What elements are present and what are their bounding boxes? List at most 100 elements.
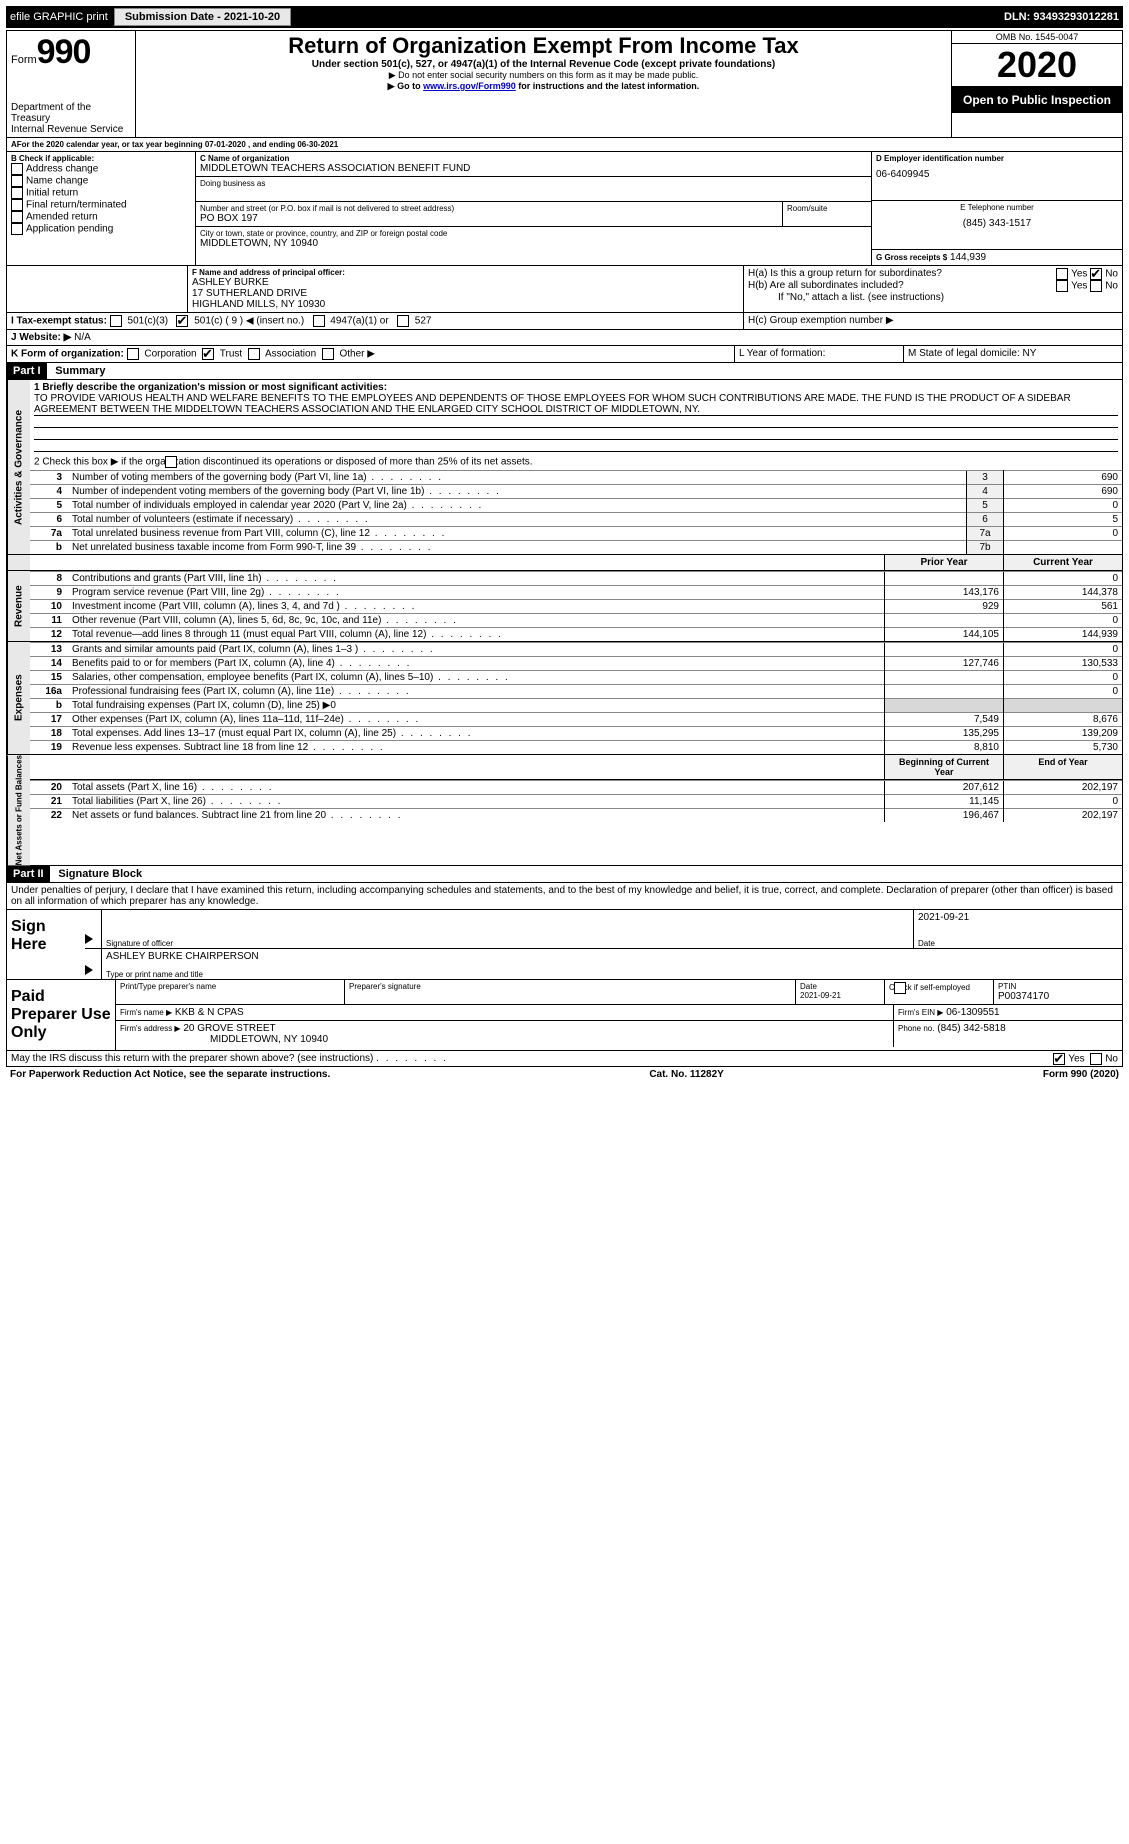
check-527[interactable] [397, 315, 409, 327]
phone-value: (845) 343-1517 [876, 218, 1118, 229]
form-subtitle: Under section 501(c), 527, or 4947(a)(1)… [142, 59, 945, 70]
check-501c[interactable] [176, 315, 188, 327]
data-row: 12 Total revenue—add lines 8 through 11 … [30, 628, 1122, 642]
addr-label: Number and street (or P.O. box if mail i… [200, 204, 778, 213]
i-label: I Tax-exempt status: [11, 316, 107, 327]
form990-link[interactable]: www.irs.gov/Form990 [423, 81, 516, 91]
hb-no[interactable] [1090, 280, 1102, 292]
city-value: MIDDLETOWN, NY 10940 [200, 238, 867, 249]
ein-value: 06-6409945 [876, 169, 1118, 180]
firm-ein: 06-1309551 [946, 1007, 999, 1018]
firm-addr1: 20 GROVE STREET [183, 1023, 275, 1034]
hb-yes[interactable] [1056, 280, 1068, 292]
check-4947[interactable] [313, 315, 325, 327]
check-self-employed[interactable] [894, 982, 906, 994]
tab-governance: Activities & Governance [7, 380, 30, 554]
ha-yes[interactable] [1056, 268, 1068, 280]
form-ref: Form 990 (2020) [1043, 1069, 1119, 1080]
f-label: F Name and address of principal officer: [192, 268, 739, 277]
f-h-row: F Name and address of principal officer:… [7, 266, 1122, 313]
firm-phone: (845) 342-5818 [937, 1023, 1005, 1034]
check-corp[interactable] [127, 348, 139, 360]
check-501c3[interactable] [110, 315, 122, 327]
k-label: K Form of organization: [11, 349, 124, 360]
check-amended-return[interactable]: Amended return [11, 211, 191, 223]
firm-addr-label: Firm's address ▶ [120, 1024, 181, 1033]
mission-text: TO PROVIDE VARIOUS HEALTH AND WELFARE BE… [34, 393, 1118, 416]
gov-row: 5 Total number of individuals employed i… [30, 499, 1122, 513]
dln-label: DLN: 93493293012281 [1004, 11, 1119, 23]
discuss-yes[interactable] [1053, 1053, 1065, 1065]
check-final-return[interactable]: Final return/terminated [11, 199, 191, 211]
hb-note: If "No," attach a list. (see instruction… [748, 292, 1118, 303]
submission-date-button[interactable]: Submission Date - 2021-10-20 [114, 8, 291, 26]
type-name-label: Type or print name and title [106, 970, 203, 979]
check-address-change[interactable]: Address change [11, 163, 191, 175]
data-row: 9 Program service revenue (Part VIII, li… [30, 586, 1122, 600]
j-label: J Website: ▶ [11, 332, 71, 343]
hb-label: H(b) Are all subordinates included? [748, 280, 968, 292]
arrow-icon [85, 934, 93, 944]
officer-name-title: ASHLEY BURKE CHAIRPERSON [106, 951, 1118, 962]
data-row: 15 Salaries, other compensation, employe… [30, 671, 1122, 685]
q2-label: 2 Check this box ▶ if the organization d… [30, 454, 1122, 470]
ptin-label: PTIN [998, 982, 1118, 991]
city-label: City or town, state or province, country… [200, 229, 867, 238]
officer-addr2: HIGHLAND MILLS, NY 10930 [192, 299, 739, 310]
tax-year-line: A For the 2020 calendar year, or tax yea… [7, 138, 1122, 152]
sig-officer-label: Signature of officer [106, 939, 173, 948]
data-row: 22 Net assets or fund balances. Subtract… [30, 809, 1122, 823]
efile-label: efile GRAPHIC print [10, 11, 108, 23]
sign-here-label: Sign Here [7, 910, 85, 979]
check-other[interactable] [322, 348, 334, 360]
data-row: 10 Investment income (Part VIII, column … [30, 600, 1122, 614]
entity-info-block: B Check if applicable: Address change Na… [7, 152, 1122, 266]
firm-addr2: MIDDLETOWN, NY 10940 [120, 1034, 889, 1045]
form-note-link: ▶ Go to www.irs.gov/Form990 for instruct… [142, 81, 945, 92]
d-ein-label: D Employer identification number [876, 154, 1118, 163]
m-label: M State of legal domicile: NY [904, 346, 1122, 362]
check-name-change[interactable]: Name change [11, 175, 191, 187]
j-row: J Website: ▶ N/A [7, 330, 1122, 346]
firm-ein-label: Firm's EIN ▶ [898, 1008, 943, 1017]
q1-label: 1 Briefly describe the organization's mi… [34, 382, 1118, 393]
check-assoc[interactable] [248, 348, 260, 360]
data-row: 16a Professional fundraising fees (Part … [30, 685, 1122, 699]
check-initial-return[interactable]: Initial return [11, 187, 191, 199]
section-b-label: B Check if applicable: [11, 154, 191, 163]
tab-expenses: Expenses [7, 642, 30, 754]
data-row: 21 Total liabilities (Part X, line 26) 1… [30, 795, 1122, 809]
data-row: 11 Other revenue (Part VIII, column (A),… [30, 614, 1122, 628]
room-label: Room/suite [787, 204, 867, 213]
firm-phone-label: Phone no. [898, 1024, 934, 1033]
prior-year-header: Prior Year [884, 555, 1003, 570]
firm-name-label: Firm's name ▶ [120, 1008, 172, 1017]
check-trust[interactable] [202, 348, 214, 360]
governance-table: 3 Number of voting members of the govern… [30, 470, 1122, 554]
gov-row: 3 Number of voting members of the govern… [30, 471, 1122, 485]
ptin-value: P00374170 [998, 991, 1118, 1002]
c-name-label: C Name of organization [200, 154, 867, 163]
self-employed: Check if self-employed [885, 980, 994, 1004]
prep-sig-label: Preparer's signature [349, 982, 791, 991]
efile-topbar: efile GRAPHIC print Submission Date - 20… [6, 6, 1123, 28]
firm-name: KKB & N CPAS [175, 1007, 244, 1018]
open-public-badge: Open to Public Inspection [952, 87, 1122, 113]
form-note-ssn: ▶ Do not enter social security numbers o… [142, 70, 945, 81]
form-title: Return of Organization Exempt From Incom… [142, 33, 945, 59]
officer-addr1: 17 SUTHERLAND DRIVE [192, 288, 739, 299]
g-gross-label: G Gross receipts $ [876, 253, 947, 262]
check-discontinued[interactable] [165, 456, 177, 468]
gross-receipts: 144,939 [950, 252, 986, 263]
date-label: Date [918, 939, 935, 948]
part-i-header: Part I [7, 363, 47, 379]
discuss-no[interactable] [1090, 1053, 1102, 1065]
dept-label: Department of the Treasury [11, 102, 131, 124]
tab-revenue: Revenue [7, 571, 30, 641]
data-row: 20 Total assets (Part X, line 16) 207,61… [30, 781, 1122, 795]
l-label: L Year of formation: [735, 346, 904, 362]
gov-row: b Net unrelated business taxable income … [30, 541, 1122, 555]
check-application-pending[interactable]: Application pending [11, 223, 191, 235]
ha-no[interactable] [1090, 268, 1102, 280]
sign-here-block: Sign Here Signature of officer 2021-09-2… [7, 910, 1122, 980]
